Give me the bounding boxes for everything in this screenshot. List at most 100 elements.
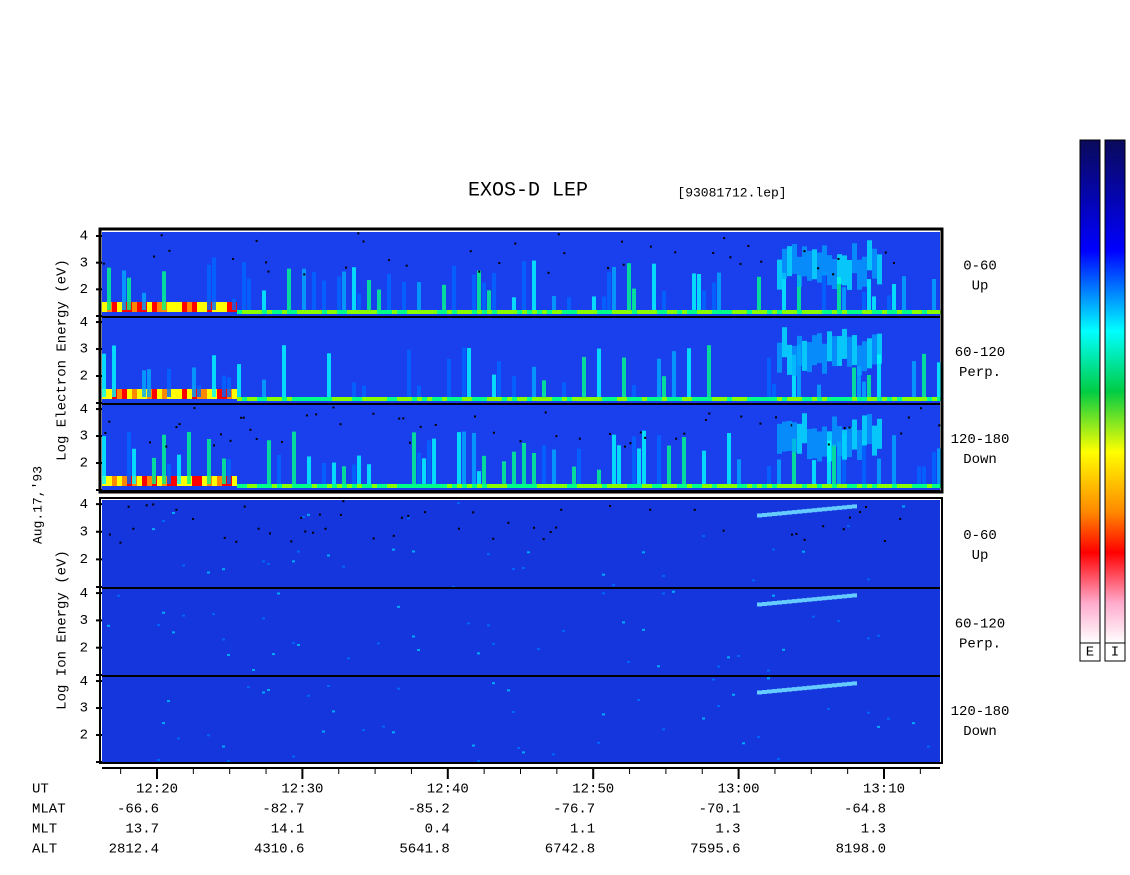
spectrogram-cell bbox=[567, 310, 572, 314]
spectrogram-cell bbox=[312, 272, 316, 310]
spectrogram-cell bbox=[607, 272, 611, 310]
spectrogram-cell bbox=[782, 421, 787, 452]
spectrogram-cell bbox=[347, 657, 350, 660]
spectrogram-cell bbox=[899, 517, 902, 520]
spectrogram-cell bbox=[617, 484, 622, 488]
spectrogram-cell bbox=[712, 484, 717, 488]
spectrogram-cell bbox=[622, 263, 625, 266]
spectrogram-cell bbox=[187, 389, 192, 399]
spectrogram-cell bbox=[157, 758, 160, 761]
spectrogram-cell bbox=[697, 273, 701, 310]
spectrogram-cell bbox=[822, 684, 827, 689]
spectrogram-cell bbox=[742, 484, 747, 488]
spectrogram-cell bbox=[377, 289, 381, 310]
spectrogram-cell bbox=[722, 484, 727, 488]
spectrogram-cell bbox=[859, 511, 862, 514]
spectrogram-cell bbox=[837, 620, 840, 623]
spectrogram-cell bbox=[172, 511, 175, 514]
spectrogram-cell bbox=[177, 302, 182, 312]
spectrogram-cell bbox=[847, 504, 852, 509]
spectrogram-cell bbox=[477, 471, 481, 484]
spectrogram-cell bbox=[527, 310, 532, 314]
spectrogram-cell bbox=[102, 353, 106, 397]
spectrogram-cell bbox=[737, 310, 742, 314]
spectrogram-cell bbox=[522, 442, 526, 484]
spectrogram-cell bbox=[147, 369, 151, 397]
spectrogram-cell bbox=[172, 302, 177, 312]
spectrogram-cell bbox=[402, 397, 407, 401]
spectrogram-cell bbox=[315, 413, 318, 416]
spectrogram-cell bbox=[672, 397, 677, 401]
spectrogram-cell bbox=[212, 476, 217, 486]
spectrogram-cell bbox=[837, 441, 841, 484]
spectrogram-cell bbox=[372, 310, 377, 314]
spectrogram-cell bbox=[837, 594, 842, 599]
spectrogram-cell bbox=[424, 511, 427, 514]
spectrogram-cell bbox=[867, 374, 871, 397]
spectrogram-cell bbox=[617, 310, 622, 314]
spectrogram-cell bbox=[842, 310, 847, 314]
spectrogram-cell bbox=[257, 484, 262, 488]
spectrogram-cell bbox=[612, 584, 615, 587]
spectrogram-cell bbox=[357, 455, 361, 484]
spectrogram-cell bbox=[592, 310, 597, 314]
spectrogram-cell bbox=[672, 351, 676, 397]
spectrogram-cell bbox=[229, 439, 232, 442]
spectrogram-cell bbox=[577, 310, 582, 314]
spectrogram-cell bbox=[277, 310, 282, 314]
spectrogram-cell bbox=[657, 484, 662, 488]
spectrogram-cell bbox=[427, 440, 431, 484]
spectrogram-cell bbox=[739, 262, 742, 265]
spectrogram-cell bbox=[822, 507, 827, 512]
spectrogram-cell bbox=[862, 440, 866, 484]
spectrogram-cell bbox=[817, 397, 822, 401]
spectrogram-cell bbox=[682, 310, 687, 314]
spectrogram-cell bbox=[402, 281, 406, 310]
spectrogram-cell bbox=[822, 484, 827, 488]
spectrogram-cell bbox=[145, 504, 148, 507]
spectrogram-cell bbox=[802, 397, 807, 401]
spectrogram-cell bbox=[277, 484, 282, 488]
spectrogram-cell bbox=[452, 310, 457, 314]
y-tick-label: 4 bbox=[80, 674, 88, 690]
spectrogram-cell bbox=[882, 310, 887, 314]
spectrogram-cell bbox=[417, 282, 421, 310]
spectrogram-cell bbox=[512, 568, 515, 571]
spectrogram-cell bbox=[162, 520, 165, 523]
spectrogram-cell bbox=[802, 413, 807, 444]
spectrogram-cell bbox=[867, 578, 870, 581]
spectrogram-cell bbox=[107, 476, 112, 486]
spectrogram-cell bbox=[832, 397, 837, 401]
spectrogram-cell bbox=[740, 415, 743, 418]
spectrogram-cell bbox=[797, 275, 801, 310]
spectrogram-cell bbox=[757, 484, 762, 488]
spectrogram-cell bbox=[457, 502, 460, 505]
spectrogram-cell bbox=[772, 601, 777, 606]
y-tick-label: 4 bbox=[80, 497, 88, 513]
spectrogram-cell bbox=[637, 310, 642, 314]
spectrogram-cell bbox=[577, 448, 581, 484]
spectrogram-cell bbox=[807, 508, 812, 513]
spectrogram-cell bbox=[412, 550, 415, 553]
spectrogram-cell bbox=[514, 242, 517, 245]
spectrogram-cell bbox=[469, 250, 472, 253]
spectrogram-cell bbox=[727, 397, 732, 401]
spectrogram-cell bbox=[877, 354, 881, 397]
spectrogram-cell bbox=[932, 310, 937, 314]
spectrogram-cell bbox=[887, 310, 892, 314]
spectrogram-cell bbox=[852, 419, 857, 450]
spectrogram-cell bbox=[342, 484, 347, 488]
spectrogram-cell bbox=[722, 529, 725, 532]
spectrogram-cell bbox=[397, 484, 402, 488]
spectrogram-cell bbox=[388, 259, 391, 262]
spectrogram-cell bbox=[872, 310, 877, 314]
ephemeris-label: ALT bbox=[32, 842, 57, 858]
spectrogram-cell bbox=[772, 384, 776, 397]
spectrogram-cell bbox=[767, 677, 770, 680]
spectrogram-cell bbox=[919, 407, 922, 410]
spectrogram-cell bbox=[902, 276, 906, 310]
spectrogram-cell bbox=[927, 484, 932, 488]
spectrogram-cell bbox=[168, 249, 171, 252]
spectrogram-cell bbox=[932, 278, 936, 310]
spectrogram-cell bbox=[677, 484, 682, 488]
